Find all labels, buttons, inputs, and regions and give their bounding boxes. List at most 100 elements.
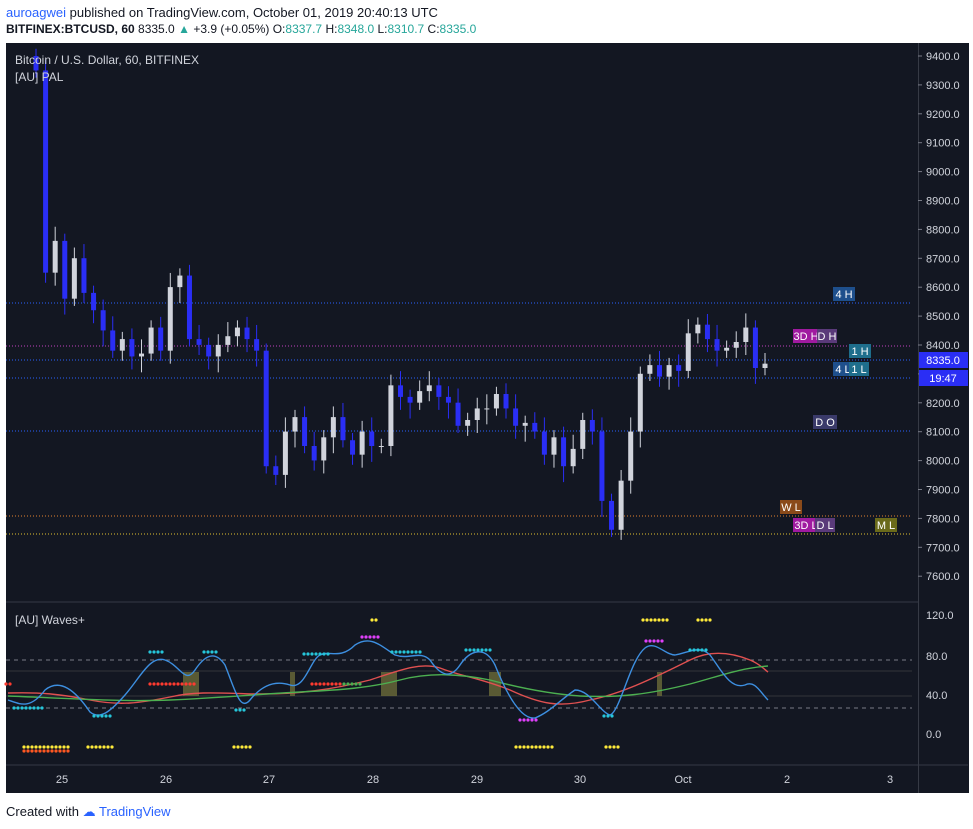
open-label: O: — [272, 22, 286, 36]
price-axis[interactable] — [918, 43, 969, 793]
waves-title[interactable]: [AU] Waves+ — [15, 613, 85, 627]
candle-body — [580, 420, 586, 449]
wave-dot — [236, 745, 240, 749]
wave-dot — [100, 714, 104, 718]
publisher-name[interactable]: auroagwei — [6, 5, 66, 20]
wave-dot — [608, 745, 612, 749]
open-value: 8337.7 — [285, 22, 323, 36]
wave-dot — [518, 718, 522, 722]
candle-body — [225, 336, 231, 345]
wave-dot — [210, 650, 214, 654]
price-tick-label: 8200.0 — [926, 398, 960, 410]
wave-dot — [30, 745, 34, 749]
label-3dh: 3D H — [793, 331, 818, 343]
wave-dot — [96, 714, 100, 718]
candle-body — [302, 417, 308, 446]
wave-dot — [12, 706, 16, 710]
label-ml: M L — [877, 520, 895, 532]
candle-body — [196, 339, 202, 345]
wave-dot — [168, 682, 172, 686]
wave-dot — [106, 745, 110, 749]
wave-dot — [530, 718, 534, 722]
label-4h: 4 H — [835, 289, 852, 301]
wave-dot — [188, 682, 192, 686]
label-1l: 1 L — [851, 364, 866, 376]
wave-dot — [360, 635, 364, 639]
wave-dot — [306, 652, 310, 656]
label-1h: 1 H — [851, 346, 868, 358]
tradingview-logo[interactable]: ☁ TradingView — [82, 804, 171, 819]
price-tick-label: 9000.0 — [926, 167, 960, 179]
wave-blue-line — [7, 640, 769, 719]
waves-tick-label: 0.0 — [926, 729, 941, 741]
label-3dl: 3D L — [794, 520, 817, 532]
wave-dot — [28, 706, 32, 710]
label-3dh-box — [793, 329, 819, 343]
candlestick-series — [33, 48, 768, 540]
wave-dot — [526, 718, 530, 722]
candle-body — [513, 408, 519, 426]
wave-dot — [472, 648, 476, 652]
candle-body — [532, 422, 538, 432]
wave-red-line — [7, 652, 769, 705]
candle-body — [215, 344, 221, 357]
candle-body — [628, 431, 634, 481]
wave-dot — [92, 714, 96, 718]
wave-dot — [376, 635, 380, 639]
candle-body — [158, 327, 164, 351]
waves-tick-label: 40.0 — [926, 690, 947, 702]
wave-dot — [364, 635, 368, 639]
candle-body — [234, 327, 240, 337]
time-axis[interactable]: 25 26 27 28 29 30 Oct 2 3 — [56, 774, 893, 786]
time-tick-label: 30 — [574, 774, 586, 786]
label-4h-box — [833, 287, 855, 301]
candle-body — [752, 327, 758, 368]
wave-dot — [334, 682, 338, 686]
candle-body — [589, 420, 595, 432]
wave-dot — [34, 745, 38, 749]
candle-body — [541, 431, 547, 455]
wave-dot — [661, 618, 665, 622]
candle-body — [148, 327, 154, 354]
wave-dot — [148, 650, 152, 654]
wave-dot — [464, 648, 468, 652]
wave-dot — [480, 648, 484, 652]
price-tick-label: 8400.0 — [926, 340, 960, 352]
wave-dot — [110, 745, 114, 749]
wave-dot — [156, 650, 160, 654]
wave-dot — [244, 745, 248, 749]
time-tick-label: 29 — [471, 774, 483, 786]
wave-dot — [657, 618, 661, 622]
wave-dot — [660, 639, 664, 643]
wave-dot — [314, 682, 318, 686]
label-1h-box — [849, 344, 871, 358]
wave-dot — [700, 648, 704, 652]
countdown: 19:47 — [929, 373, 957, 385]
waves-axis-ticks: 120.0 80.0 40.0 0.0 — [926, 610, 954, 741]
footer: Created with ☁ TradingView — [6, 804, 171, 820]
price-tick-label: 8700.0 — [926, 253, 960, 265]
wave-dot — [358, 682, 362, 686]
wave-dot — [653, 618, 657, 622]
countdown-box — [919, 370, 968, 386]
candle-body — [282, 431, 288, 475]
wave-zone — [657, 672, 662, 696]
wave-dot — [398, 650, 402, 654]
chart-area[interactable] — [6, 43, 918, 793]
label-wl-box — [780, 500, 802, 514]
wave-dot — [322, 682, 326, 686]
wave-dot — [152, 682, 156, 686]
candle-body — [445, 396, 451, 403]
candle-body — [695, 324, 701, 334]
price-tick-label: 8500.0 — [926, 311, 960, 323]
wave-dot — [24, 706, 28, 710]
wave-dot — [40, 706, 44, 710]
candle-body — [388, 385, 394, 446]
indicator-pal-label[interactable]: [AU] PAL — [15, 70, 64, 84]
wave-dot — [38, 749, 42, 753]
wave-dot — [242, 708, 246, 712]
candle-body — [637, 373, 643, 432]
published-text: published on TradingView.com, October 01… — [69, 5, 438, 20]
wave-dot — [302, 652, 306, 656]
